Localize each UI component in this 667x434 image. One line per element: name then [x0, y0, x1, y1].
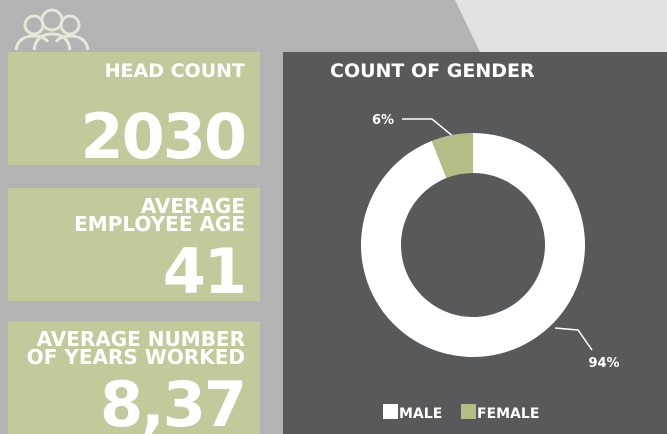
kpi-value: 2030 [80, 100, 245, 173]
donut-slice [431, 133, 473, 179]
people-icon [14, 8, 90, 51]
data-label: 6% [372, 113, 394, 128]
leader-line [554, 327, 593, 351]
kpi-label: HEAD COUNT [105, 60, 245, 82]
kpi-label: OF YEARS WORKED [27, 345, 245, 369]
data-label: 94% [588, 356, 619, 371]
legend-label: MALE [399, 406, 442, 422]
kpi-card [8, 52, 260, 165]
kpi-card [8, 188, 260, 301]
legend-swatch [383, 404, 398, 419]
leader-line [402, 118, 456, 139]
kpi-value: 41 [163, 235, 245, 308]
background-accent [455, 0, 667, 52]
kpi-card [8, 321, 260, 434]
kpi-label: EMPLOYEE AGE [74, 212, 245, 236]
donut-slice [361, 133, 585, 357]
legend-swatch [461, 404, 476, 419]
kpi-label: AVERAGE [141, 194, 245, 218]
chart-panel [283, 52, 667, 434]
legend-label: FEMALE [477, 406, 539, 422]
kpi-value: 8,37 [100, 368, 245, 434]
chart-title: COUNT OF GENDER [330, 60, 535, 82]
kpi-label: AVERAGE NUMBER [37, 327, 245, 351]
